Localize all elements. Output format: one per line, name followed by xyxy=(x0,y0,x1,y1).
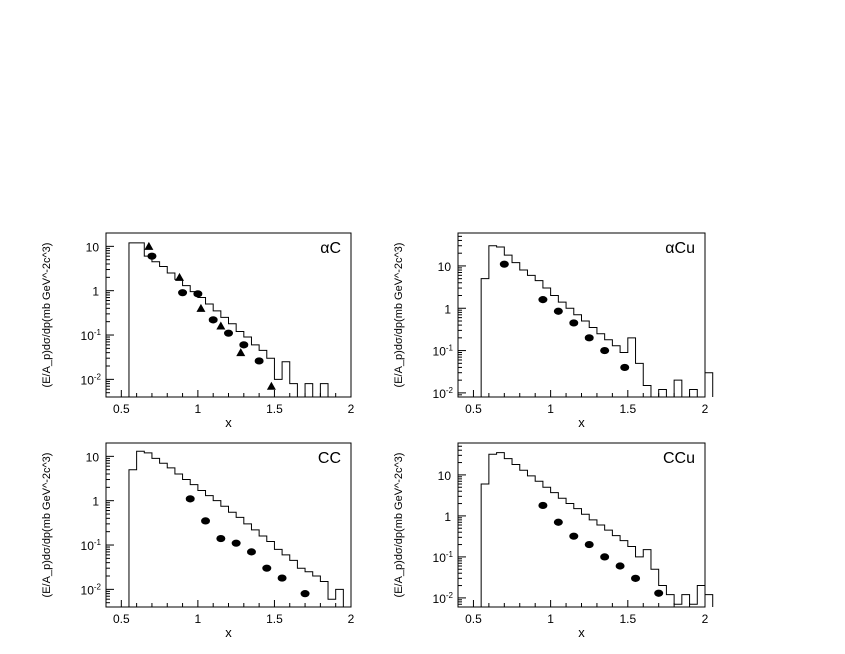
data-point-circle xyxy=(538,296,548,304)
x-axis-label: x xyxy=(225,415,232,430)
x-axis-label: x xyxy=(578,415,585,430)
data-point-triangle xyxy=(196,303,206,312)
data-point-circle xyxy=(600,346,610,355)
y-tick-label: 10-1 xyxy=(81,538,102,553)
data-point-circle xyxy=(654,589,664,597)
data-point-circle xyxy=(553,307,563,315)
y-tick-label: 10-2 xyxy=(433,591,454,606)
data-point-circle xyxy=(216,534,226,543)
data-point-circle xyxy=(201,517,211,525)
x-axis-label: x xyxy=(578,625,585,640)
x-tick-label: 2 xyxy=(702,612,709,626)
data-point-triangle xyxy=(144,241,154,250)
x-tick-label: 0.5 xyxy=(465,612,482,626)
y-tick-label: 1 xyxy=(444,510,451,524)
data-point-circle xyxy=(208,316,218,324)
x-tick-label: 1 xyxy=(547,612,554,626)
data-point-circle xyxy=(193,290,203,298)
panel-title: CCu xyxy=(663,450,695,467)
x-tick-label: 1.5 xyxy=(619,612,636,626)
panel-4: 0.5 1 1.5 2 10-2 10-1 1 10 CCu x (E/A_p)dσ/dp(mb G… xyxy=(393,442,714,640)
data-point-triangle xyxy=(236,348,246,357)
x-tick-label: 1.5 xyxy=(266,612,283,626)
y-tick-label: 10-1 xyxy=(433,550,454,565)
y-tick-label: 10 xyxy=(438,469,452,483)
data-point-circle xyxy=(538,501,548,510)
data-point-circle xyxy=(277,574,287,582)
data-point-triangle xyxy=(216,321,226,330)
panel-title: αCu xyxy=(665,240,695,257)
x-tick-label: 1 xyxy=(195,402,202,416)
panel-2: 0.5 1 1.5 2 10-2 10-1 1 10 αCu x (E/A_p)dσ/dp(mb G… xyxy=(393,232,714,430)
data-point-circle xyxy=(178,289,188,297)
y-tick-label: 10-1 xyxy=(81,328,102,343)
y-axis-label: (E/A_p)dσ/dp(mb GeV^-2c^3) xyxy=(393,453,405,598)
data-point-circle xyxy=(185,495,195,503)
histogram-line xyxy=(128,242,336,398)
data-point-circle xyxy=(300,590,310,598)
x-axis-label: x xyxy=(225,625,232,640)
x-tick-label: 0.5 xyxy=(465,402,482,416)
y-axis-label: (E/A_p)dσ/dp(mb GeV^-2c^3) xyxy=(41,453,53,598)
histogram-line xyxy=(480,245,714,398)
y-tick-label: 1 xyxy=(92,495,99,509)
histogram-line xyxy=(480,452,714,607)
plot-frame xyxy=(457,442,706,608)
panel-title: αC xyxy=(320,240,341,257)
data-point-circle xyxy=(231,539,241,547)
y-tick-label: 10-2 xyxy=(81,582,102,597)
x-tick-label: 1 xyxy=(547,402,554,416)
x-tick-label: 2 xyxy=(348,402,355,416)
y-tick-label: 10 xyxy=(86,450,100,464)
data-point-circle xyxy=(569,532,579,540)
x-tick-label: 0.5 xyxy=(113,402,130,416)
panel-3: 0.5 1 1.5 2 10-2 10-1 1 10 CC x (E/A_p)dσ/dp(mb Ge… xyxy=(41,442,355,640)
data-point-circle xyxy=(262,564,272,572)
data-point-circle xyxy=(147,252,157,260)
data-point-circle xyxy=(615,562,625,570)
data-point-circle xyxy=(620,363,630,372)
x-tick-label: 2 xyxy=(702,402,709,416)
data-point-circle xyxy=(254,357,264,365)
data-point-circle xyxy=(631,574,641,582)
x-tick-label: 1.5 xyxy=(266,402,283,416)
panel-title: CC xyxy=(318,450,341,467)
data-point-circle xyxy=(600,553,610,561)
data-point-circle xyxy=(584,334,594,342)
y-tick-label: 10 xyxy=(438,260,452,274)
plot-frame xyxy=(105,232,352,398)
y-axis-label: (E/A_p)dσ/dp(mb GeV^-2c^3) xyxy=(41,243,53,388)
histogram-line xyxy=(128,450,351,608)
y-tick-label: 1 xyxy=(92,285,99,299)
y-tick-label: 10-2 xyxy=(81,372,102,387)
y-tick-label: 10-2 xyxy=(433,386,454,401)
data-point-circle xyxy=(569,319,579,327)
data-point-triangle xyxy=(266,381,276,390)
data-point-circle xyxy=(224,329,233,337)
data-point-circle xyxy=(553,518,563,526)
x-tick-label: 1 xyxy=(195,612,202,626)
x-tick-label: 2 xyxy=(348,612,355,626)
x-tick-label: 0.5 xyxy=(113,612,130,626)
y-tick-label: 1 xyxy=(444,302,451,316)
plot-frame xyxy=(105,442,352,608)
y-tick-label: 10-1 xyxy=(433,344,454,359)
data-point-circle xyxy=(499,260,509,268)
data-point-circle xyxy=(584,540,594,549)
y-axis-label: (E/A_p)dσ/dp(mb GeV^-2c^3) xyxy=(393,243,405,388)
x-tick-label: 1.5 xyxy=(619,402,636,416)
panel-1: 0.5 1 1.5 2 10-2 10-1 1 10 αC x (E/A_p)dσ/dp(mb Ge… xyxy=(41,232,355,430)
data-point-circle xyxy=(239,341,249,349)
y-tick-label: 10 xyxy=(86,240,100,254)
data-point-triangle xyxy=(175,272,184,281)
data-point-circle xyxy=(246,548,256,556)
